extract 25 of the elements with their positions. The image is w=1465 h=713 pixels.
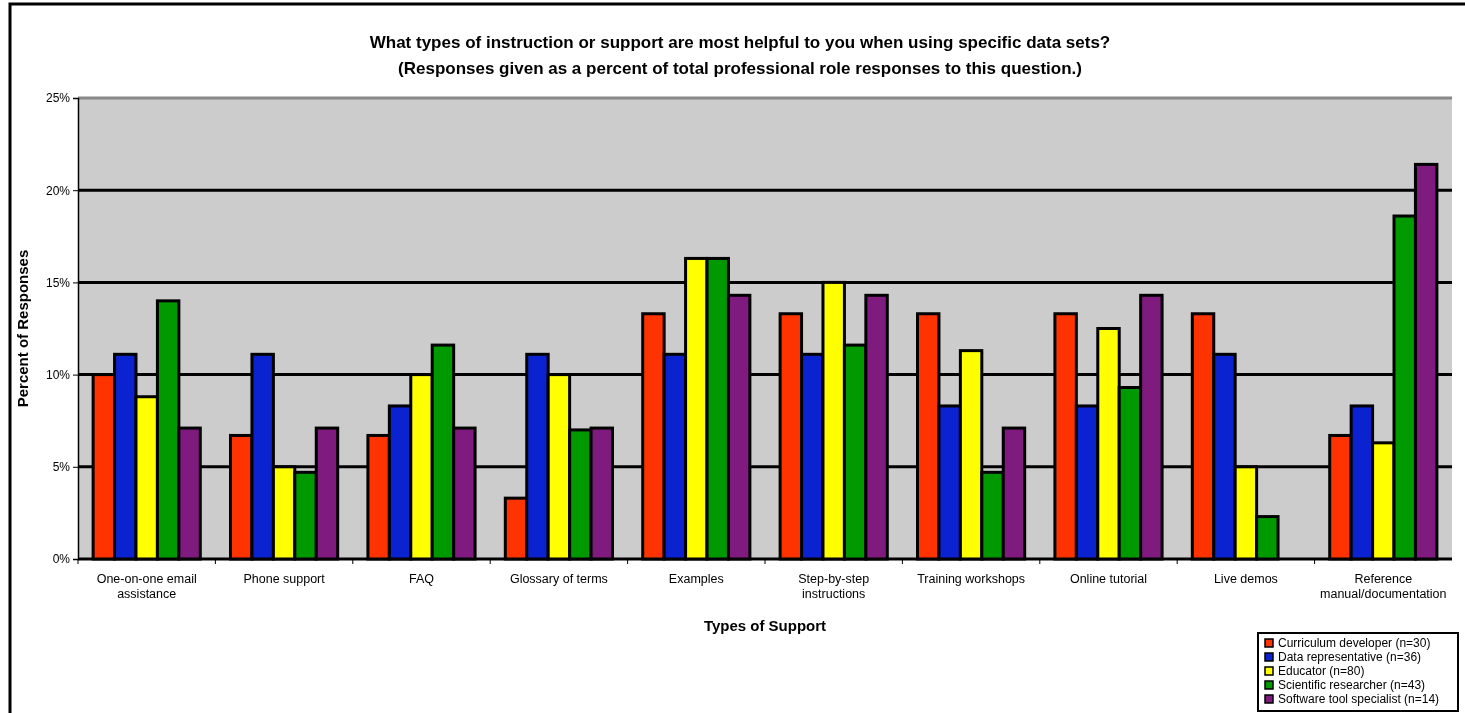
x-axis-title: Types of Support <box>703 617 827 634</box>
chart-subtitle: (Responses given as a percent of total professional role responses to this question.) <box>398 59 1082 78</box>
legend-label: Educator (n=80) <box>1278 664 1365 678</box>
legend-label: Curriculum developer (n=30) <box>1278 636 1431 650</box>
x-tick-label: Glossary of terms <box>509 572 608 586</box>
y-tick-label: 15% <box>45 275 71 290</box>
legend-label: Scientific researcher (n=43) <box>1278 678 1426 692</box>
x-tick-label: Training workshops <box>917 572 1026 586</box>
legend-label: Software tool specialist (n=14) <box>1278 692 1440 706</box>
y-tick-label: 25% <box>45 91 71 106</box>
y-tick-label: 10% <box>45 367 71 382</box>
x-tick-label: Online tutorial <box>1069 572 1148 586</box>
chart-title: What types of instruction or support are most helpful to you when using specific data sets? <box>369 33 1111 52</box>
x-tick-label: Reference manual/documentation <box>1320 572 1447 601</box>
y-tick-label: 0% <box>52 552 71 567</box>
y-axis-title: Percent of Responses <box>14 249 31 408</box>
y-tick-label: 5% <box>52 460 71 475</box>
x-tick-label: Step-by-step instructions <box>798 572 870 601</box>
legend-label: Data representative (n=36) <box>1278 650 1422 664</box>
x-tick-label: Live demos <box>1213 572 1278 586</box>
x-tick-label: Examples <box>668 572 724 586</box>
x-tick-label: Phone support <box>243 572 326 586</box>
x-tick-label: FAQ <box>408 572 435 586</box>
x-tick-label: One-on-one email assistance <box>96 572 197 601</box>
y-tick-label: 20% <box>45 183 71 198</box>
